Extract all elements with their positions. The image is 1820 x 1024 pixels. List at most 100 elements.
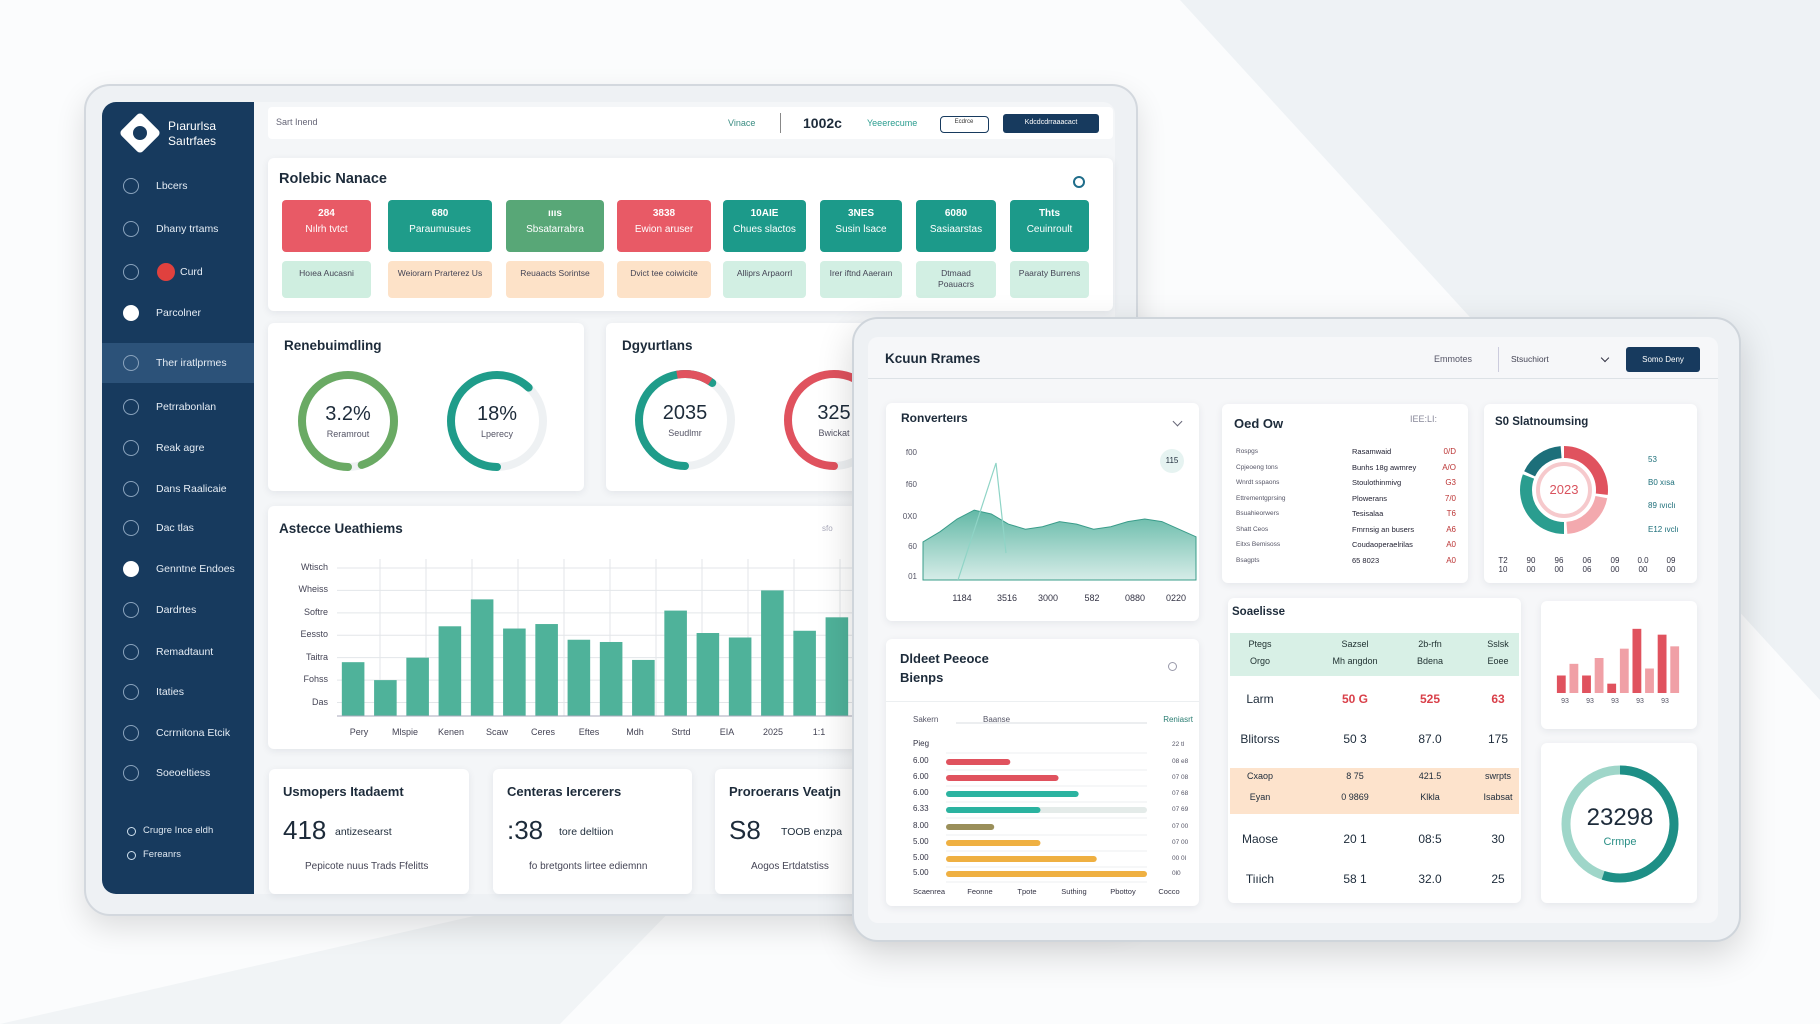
table-cell: Maose: [1241, 832, 1279, 846]
bar: [728, 637, 752, 716]
nav-icon: [123, 481, 139, 497]
list-cell: Rospgs: [1236, 448, 1259, 455]
list-cell: Bunhs 18g awmrey: [1352, 462, 1417, 472]
x-tick-label: 96 00: [1554, 556, 1564, 574]
column-header: Ptegs: [1248, 639, 1272, 649]
row-value: 0l0: [1172, 870, 1181, 877]
table-cell: 30: [1491, 832, 1505, 846]
tile-value: 680: [431, 208, 449, 219]
nav-icon: [123, 602, 139, 618]
x-tick-label: 93: [1661, 698, 1669, 705]
bar: [406, 657, 429, 716]
list-cell: Fmrnsig an busers: [1352, 524, 1415, 534]
kpi-subtile: Dvict tee coiwicite: [617, 261, 711, 298]
x-tick-label: Cocco: [1158, 887, 1180, 896]
row-value: 07 69: [1172, 806, 1189, 813]
list-card: [1222, 404, 1468, 583]
stat-card: [269, 769, 469, 894]
x-tick-label: 06 06: [1582, 556, 1592, 574]
nav-icon: [123, 725, 139, 741]
filter-label: Emmotes: [1434, 354, 1473, 364]
list-cell: Ettrementgprsing: [1236, 494, 1286, 502]
divider: [886, 701, 1199, 702]
list-cell: T6: [1446, 509, 1456, 518]
x-tick-label: 93: [1611, 698, 1619, 705]
gauge-value: 18%: [476, 403, 518, 425]
gauge-card: [268, 323, 584, 491]
nav-item: Dhany trtams: [156, 223, 219, 235]
nav-icon: [123, 561, 139, 577]
top-link: Yeeerecume: [867, 118, 918, 128]
list-cell: Tesisalaa: [1352, 509, 1384, 518]
x-tick-label: Kenen: [437, 727, 465, 737]
dropdown-text: Stsuchiort: [1511, 354, 1549, 364]
bar: [1632, 628, 1642, 693]
card-title: Bienps: [900, 670, 944, 685]
bar: [374, 680, 397, 716]
tile-label: Sbsatarrabra: [526, 224, 584, 235]
y-tick-label: Softre: [303, 606, 328, 617]
bar: [503, 628, 526, 716]
bar: [946, 807, 1041, 813]
bar: [1657, 634, 1667, 693]
tile-label: Nılrh tvtct: [305, 224, 348, 235]
table-cell: 08:5: [1418, 832, 1442, 846]
card-title: Ronverteırs: [901, 411, 968, 425]
table-cell: 25: [1491, 872, 1505, 886]
gauge: [447, 371, 547, 471]
y-tick-label: Pieg: [913, 739, 930, 748]
mini-chart: [1556, 628, 1680, 693]
bar: [946, 840, 1041, 846]
kpi-subtile: Weiorarn Prarterez Us: [388, 261, 492, 298]
top-bar: [268, 107, 1113, 139]
nav-item: Petrrabonlan: [156, 401, 217, 413]
nav-item: Dardrtes: [156, 604, 197, 616]
list-cell: A0: [1446, 540, 1456, 549]
nav-item: Lbcers: [156, 180, 188, 192]
button-text: Kdcdcdrraaacact: [1024, 119, 1078, 126]
y-tick-label: Das: [311, 696, 328, 707]
list-cell: Shatt Ceos: [1236, 525, 1269, 533]
x-tick-label: Strtd: [671, 727, 691, 737]
card-title: Renebuimdling: [284, 338, 382, 353]
bar: [1582, 675, 1591, 693]
x-tick-label: 0220: [1165, 593, 1187, 603]
card-title: S0 Slatnoumsing: [1495, 416, 1589, 428]
nav-item: Reak agre: [156, 442, 205, 454]
bar: [946, 775, 1059, 781]
list-cell: Plowerans: [1352, 493, 1388, 503]
row-value: 07 08: [1172, 774, 1189, 781]
row-value: 08 e8: [1172, 758, 1189, 765]
card-title: Centeras Iercerers: [507, 784, 622, 799]
ring-arc: [1561, 765, 1679, 883]
nav-item: Parcolner: [156, 307, 201, 319]
gauge-arc: [635, 370, 735, 470]
x-tick-label: 582: [1084, 593, 1100, 603]
stat-note: Pepicote nuus Trads Ffelitts: [305, 861, 429, 872]
table-header: [1230, 633, 1519, 676]
x-tick-label: 09 00: [1610, 556, 1620, 574]
kpi-tile: ıııs Sbsatarrabra: [506, 200, 604, 252]
bar: [761, 590, 784, 716]
row-highlight: [1230, 768, 1519, 814]
stat-value: S8: [729, 815, 761, 845]
donut-segment: [1520, 446, 1608, 534]
list-cell: A6: [1446, 524, 1456, 534]
table-cell: 8 75: [1346, 771, 1364, 781]
gauge-label: Reramrout: [326, 429, 370, 439]
card-title: Soaelisse: [1232, 606, 1286, 618]
gauge-value: 3.2%: [325, 403, 371, 425]
tile-label: Sasiaarstas: [929, 224, 983, 235]
brand-name: Saıtrfaes: [168, 134, 217, 148]
y-tick-label: 5.00: [913, 837, 929, 846]
stat-unit: antizesearst: [335, 826, 392, 838]
x-tick-label: 93: [1561, 698, 1569, 705]
subtile-label: Alliprs Arpaorrl: [736, 268, 793, 278]
bar: [1607, 683, 1617, 693]
header-line: [868, 378, 1718, 379]
dropdown: Stsuchiort: [1498, 347, 1615, 372]
y-tick-label: 0X0: [902, 512, 917, 521]
nav-icon: [123, 765, 139, 781]
nav-icon: [123, 684, 139, 700]
table-cell: 421.5: [1418, 771, 1442, 781]
